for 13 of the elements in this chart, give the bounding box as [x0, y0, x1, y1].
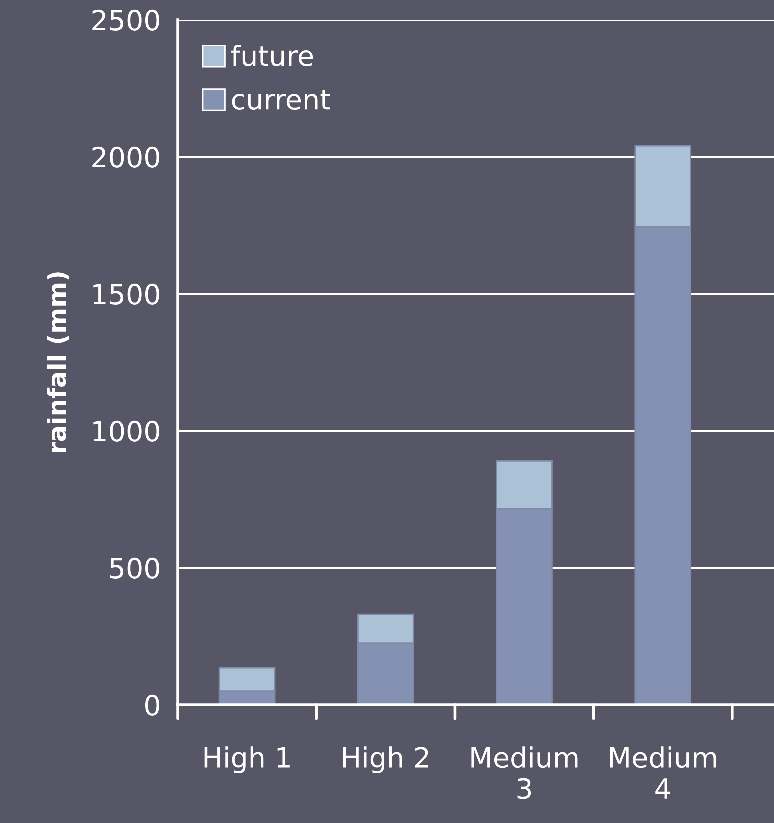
legend-label: future: [231, 45, 314, 66]
x-tick-label: Medium 4: [610, 746, 716, 799]
x-tick-label: High 1: [204, 746, 290, 774]
y-tick-label: 2500: [92, 10, 160, 31]
y-tick-label: 1500: [94, 284, 160, 305]
legend-label: current: [232, 90, 330, 110]
y-tick-label: 1000: [94, 420, 160, 442]
x-tick-label: High 2: [343, 746, 428, 774]
y-tick-label: 2000: [92, 146, 160, 168]
y-tick-label: 0: [145, 694, 160, 716]
x-tick-label: Medium 3: [472, 746, 578, 800]
y-axis-title: rainfall (mm): [47, 272, 70, 452]
y-tick-label: 500: [110, 558, 160, 579]
